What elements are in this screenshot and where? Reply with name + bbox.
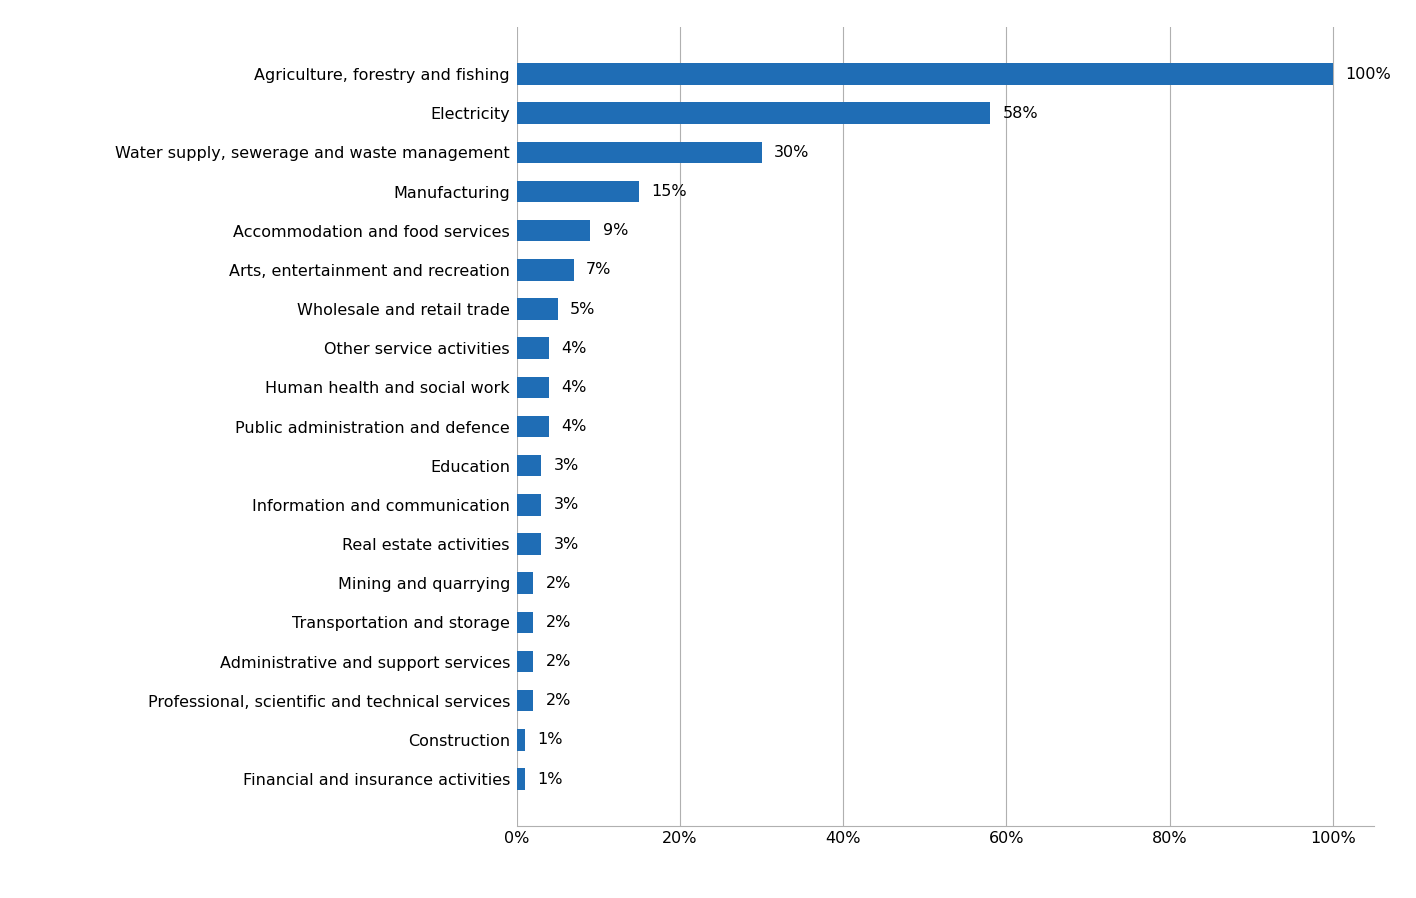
Bar	[517, 220, 590, 242]
Text: 4%: 4%	[562, 419, 588, 434]
Bar	[517, 376, 549, 398]
Bar	[517, 651, 534, 673]
Bar	[517, 494, 541, 515]
Text: 3%: 3%	[554, 458, 579, 473]
Text: 2%: 2%	[545, 615, 571, 629]
Text: 3%: 3%	[554, 536, 579, 551]
Text: 2%: 2%	[545, 693, 571, 709]
Bar	[517, 690, 534, 711]
Bar	[517, 338, 549, 359]
Bar	[517, 455, 541, 477]
Text: 9%: 9%	[603, 224, 627, 238]
Bar	[517, 572, 534, 594]
Text: 4%: 4%	[562, 380, 588, 395]
Bar	[517, 612, 534, 633]
Bar	[517, 533, 541, 555]
Bar	[517, 260, 573, 281]
Bar	[517, 416, 549, 437]
Bar	[517, 298, 558, 320]
Bar	[517, 142, 762, 163]
Text: 2%: 2%	[545, 654, 571, 669]
Text: 4%: 4%	[562, 340, 588, 356]
Text: 5%: 5%	[569, 302, 595, 317]
Bar	[517, 180, 639, 202]
Text: 2%: 2%	[545, 576, 571, 591]
Text: 100%: 100%	[1345, 66, 1391, 82]
Bar	[517, 729, 525, 751]
Text: 30%: 30%	[773, 145, 809, 160]
Text: 7%: 7%	[586, 262, 612, 277]
Bar	[517, 102, 990, 124]
Bar	[517, 63, 1332, 84]
Text: 15%: 15%	[651, 184, 687, 199]
Text: 1%: 1%	[537, 733, 562, 747]
Text: 1%: 1%	[537, 771, 562, 787]
Bar	[517, 769, 525, 790]
Text: 3%: 3%	[554, 497, 579, 513]
Text: 58%: 58%	[1003, 106, 1038, 120]
